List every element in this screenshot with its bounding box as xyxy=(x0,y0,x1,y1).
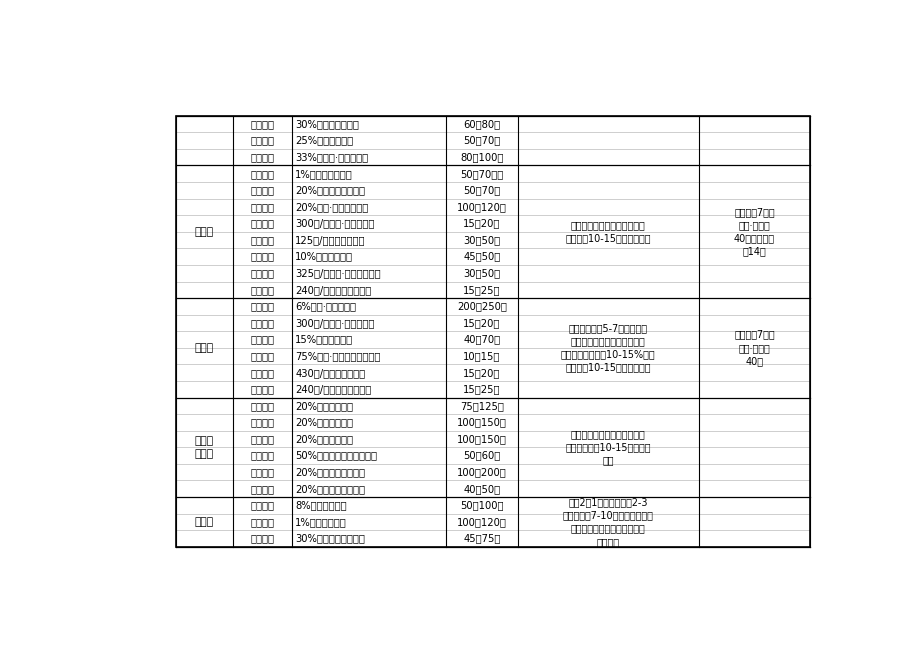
Text: 325克/升苯甲·嘧菌酯悬浮剂: 325克/升苯甲·嘧菌酯悬浮剂 xyxy=(295,268,380,278)
Text: 30～50克: 30～50克 xyxy=(462,268,500,278)
Text: 100～120克: 100～120克 xyxy=(457,202,506,212)
Text: 生物农药: 生物农药 xyxy=(250,517,274,527)
Text: 15～20克: 15～20克 xyxy=(462,219,500,229)
Text: 300克/升苯甲·丙环唑乳油: 300克/升苯甲·丙环唑乳油 xyxy=(295,219,374,229)
Text: 化学农药: 化学农药 xyxy=(250,219,274,229)
Text: 化学农药: 化学农药 xyxy=(250,384,274,395)
Text: 50～70克: 50～70克 xyxy=(462,186,500,195)
Text: 化学农药: 化学农药 xyxy=(250,351,274,361)
Text: 10%已唑醇悬浮剂: 10%已唑醇悬浮剂 xyxy=(295,252,353,262)
Text: 20%叶枯唑可湿性粉剂: 20%叶枯唑可湿性粉剂 xyxy=(295,467,365,477)
Text: 200～250克: 200～250克 xyxy=(457,301,506,311)
Text: 20%菌毒清可湿性粉剂: 20%菌毒清可湿性粉剂 xyxy=(295,484,365,493)
Text: 8%宁南霉素水剂: 8%宁南霉素水剂 xyxy=(295,501,346,510)
Text: 噻呋酰胺7天、
苯甲·丙环唑
40天: 噻呋酰胺7天、 苯甲·丙环唑 40天 xyxy=(733,329,774,366)
Text: 化学农药: 化学农药 xyxy=(250,401,274,411)
Text: 化学农药: 化学农药 xyxy=(250,284,274,295)
Text: 化学农药: 化学农药 xyxy=(250,467,274,477)
Text: 45～50克: 45～50克 xyxy=(462,252,500,262)
Text: 秧苗2叶1心期、移栽前2-3
天，移栽后7-10天各施药一次，
施药时与防治水稻稻飞虱药剂
混合使用: 秧苗2叶1心期、移栽前2-3 天，移栽后7-10天各施药一次， 施药时与防治水稻… xyxy=(562,497,653,547)
Text: 化学农药: 化学农药 xyxy=(250,368,274,378)
Text: 化学农药: 化学农药 xyxy=(250,534,274,544)
Text: 100～150克: 100～150克 xyxy=(457,417,506,428)
Text: 125克/升氟环唑悬浮剂: 125克/升氟环唑悬浮剂 xyxy=(295,235,366,245)
Text: 45～75克: 45～75克 xyxy=(462,534,500,544)
Text: 300克/升苯甲·丙环唑乳油: 300克/升苯甲·丙环唑乳油 xyxy=(295,318,374,328)
Text: 15～25克: 15～25克 xyxy=(462,384,500,395)
Text: 240克/升噻呋酰胺悬浮剂: 240克/升噻呋酰胺悬浮剂 xyxy=(295,284,371,295)
Text: 化学农药: 化学农药 xyxy=(250,450,274,461)
Text: 15～20克: 15～20克 xyxy=(462,368,500,378)
Text: 1%中嗪霉素悬浮剂: 1%中嗪霉素悬浮剂 xyxy=(295,169,353,179)
Bar xyxy=(176,116,810,547)
Text: 20%噻森铜悬浮剂: 20%噻森铜悬浮剂 xyxy=(295,434,353,444)
Text: 20%噻唑锌悬浮剂: 20%噻唑锌悬浮剂 xyxy=(295,401,353,411)
Text: 15～20克: 15～20克 xyxy=(462,318,500,328)
Text: 化学农药: 化学农药 xyxy=(250,268,274,278)
Text: 240克/升噻呋酰胺悬浮剂: 240克/升噻呋酰胺悬浮剂 xyxy=(295,384,371,395)
Text: 细菌性
条斑病: 细菌性 条斑病 xyxy=(195,436,213,459)
Text: 15%氯哒菌酯乳油: 15%氯哒菌酯乳油 xyxy=(295,335,353,344)
Text: 30%毒氟磷可湿性粉剂: 30%毒氟磷可湿性粉剂 xyxy=(295,534,365,544)
Bar xyxy=(176,116,810,547)
Text: 化学农药: 化学农药 xyxy=(250,119,274,129)
Text: 430克/升戊唑醇悬浮剂: 430克/升戊唑醇悬浮剂 xyxy=(295,368,365,378)
Text: 化学农药: 化学农药 xyxy=(250,318,274,328)
Text: 化学农药: 化学农药 xyxy=(250,135,274,146)
Text: 生物农药: 生物农药 xyxy=(250,202,274,212)
Text: 80～100克: 80～100克 xyxy=(460,152,503,162)
Text: 生物农药: 生物农药 xyxy=(250,501,274,510)
Text: 100～150克: 100～150克 xyxy=(457,434,506,444)
Text: 20%井冈·蜡芽菌悬浮剂: 20%井冈·蜡芽菌悬浮剂 xyxy=(295,202,369,212)
Text: 50～60克: 50～60克 xyxy=(462,450,500,461)
Text: 30～50克: 30～50克 xyxy=(462,235,500,245)
Text: 化学农药: 化学农药 xyxy=(250,417,274,428)
Text: 生物农药: 生物农药 xyxy=(250,186,274,195)
Text: 50～100克: 50～100克 xyxy=(460,501,503,510)
Text: 30%稻瘟酰胺悬浮剂: 30%稻瘟酰胺悬浮剂 xyxy=(295,119,358,129)
Text: 100～120克: 100～120克 xyxy=(457,517,506,527)
Text: 20%井冈霉素可溶粉剂: 20%井冈霉素可溶粉剂 xyxy=(295,186,365,195)
Text: 噻呋酰胺7天、
苯甲·丙环唑
40天、井冈霉
素14天: 噻呋酰胺7天、 苯甲·丙环唑 40天、井冈霉 素14天 xyxy=(733,207,774,256)
Text: 40～50克: 40～50克 xyxy=(462,484,500,493)
Text: 6%井冈·噻苷素水剂: 6%井冈·噻苷素水剂 xyxy=(295,301,356,311)
Text: 生物农药: 生物农药 xyxy=(250,301,274,311)
Text: 化学农药: 化学农药 xyxy=(250,152,274,162)
Text: 50～70毫升: 50～70毫升 xyxy=(460,169,503,179)
Text: 50%氯溴异氰尿酸可溶粉剂: 50%氯溴异氰尿酸可溶粉剂 xyxy=(295,450,377,461)
Text: 10～15克: 10～15克 xyxy=(462,351,500,361)
Text: 25%嘧菌酯悬浮剂: 25%嘧菌酯悬浮剂 xyxy=(295,135,353,146)
Text: 化学农药: 化学农药 xyxy=(250,235,274,245)
Text: 33%稻瘟灵·已唑悬浮剂: 33%稻瘟灵·已唑悬浮剂 xyxy=(295,152,368,162)
Text: 50～70克: 50～70克 xyxy=(462,135,500,146)
Text: 化学农药: 化学农药 xyxy=(250,484,274,493)
Text: 纹枯病: 纹枯病 xyxy=(195,227,213,237)
Text: 生物农药: 生物农药 xyxy=(250,169,274,179)
Text: 75%肟菌·戊唑醇水分散粒剂: 75%肟菌·戊唑醇水分散粒剂 xyxy=(295,351,380,361)
Text: 矮缩病: 矮缩病 xyxy=(195,517,213,527)
Text: 化学农药: 化学农药 xyxy=(250,434,274,444)
Text: 100～200克: 100～200克 xyxy=(457,467,506,477)
Text: 在水稻破口前5-7天（稻肚发
白或剑叶叶枕与倒二叶叶枕齐
平的植株比例达到10-15%）用
药，间隔10-15天再施药一次: 在水稻破口前5-7天（稻肚发 白或剑叶叶枕与倒二叶叶枕齐 平的植株比例达到10-… xyxy=(561,323,655,372)
Text: 化学农药: 化学农药 xyxy=(250,252,274,262)
Text: 40～70克: 40～70克 xyxy=(462,335,500,344)
Text: 纹枯病发病初期施一次药，重
发田块隔10-15天再施一次药: 纹枯病发病初期施一次药，重 发田块隔10-15天再施一次药 xyxy=(565,220,651,243)
Text: 15～25克: 15～25克 xyxy=(462,284,500,295)
Text: 60～80克: 60～80克 xyxy=(462,119,500,129)
Text: 75～125克: 75～125克 xyxy=(460,401,503,411)
Text: 细条病发病初期施药一次；发
病严重田块隔10-15天再施药
一次: 细条病发病初期施药一次；发 病严重田块隔10-15天再施药 一次 xyxy=(565,429,651,465)
Text: 1%香菇多糖水剂: 1%香菇多糖水剂 xyxy=(295,517,346,527)
Text: 化学农药: 化学农药 xyxy=(250,335,274,344)
Text: 稻曲病: 稻曲病 xyxy=(195,343,213,353)
Text: 20%噻菌铜悬浮剂: 20%噻菌铜悬浮剂 xyxy=(295,417,353,428)
